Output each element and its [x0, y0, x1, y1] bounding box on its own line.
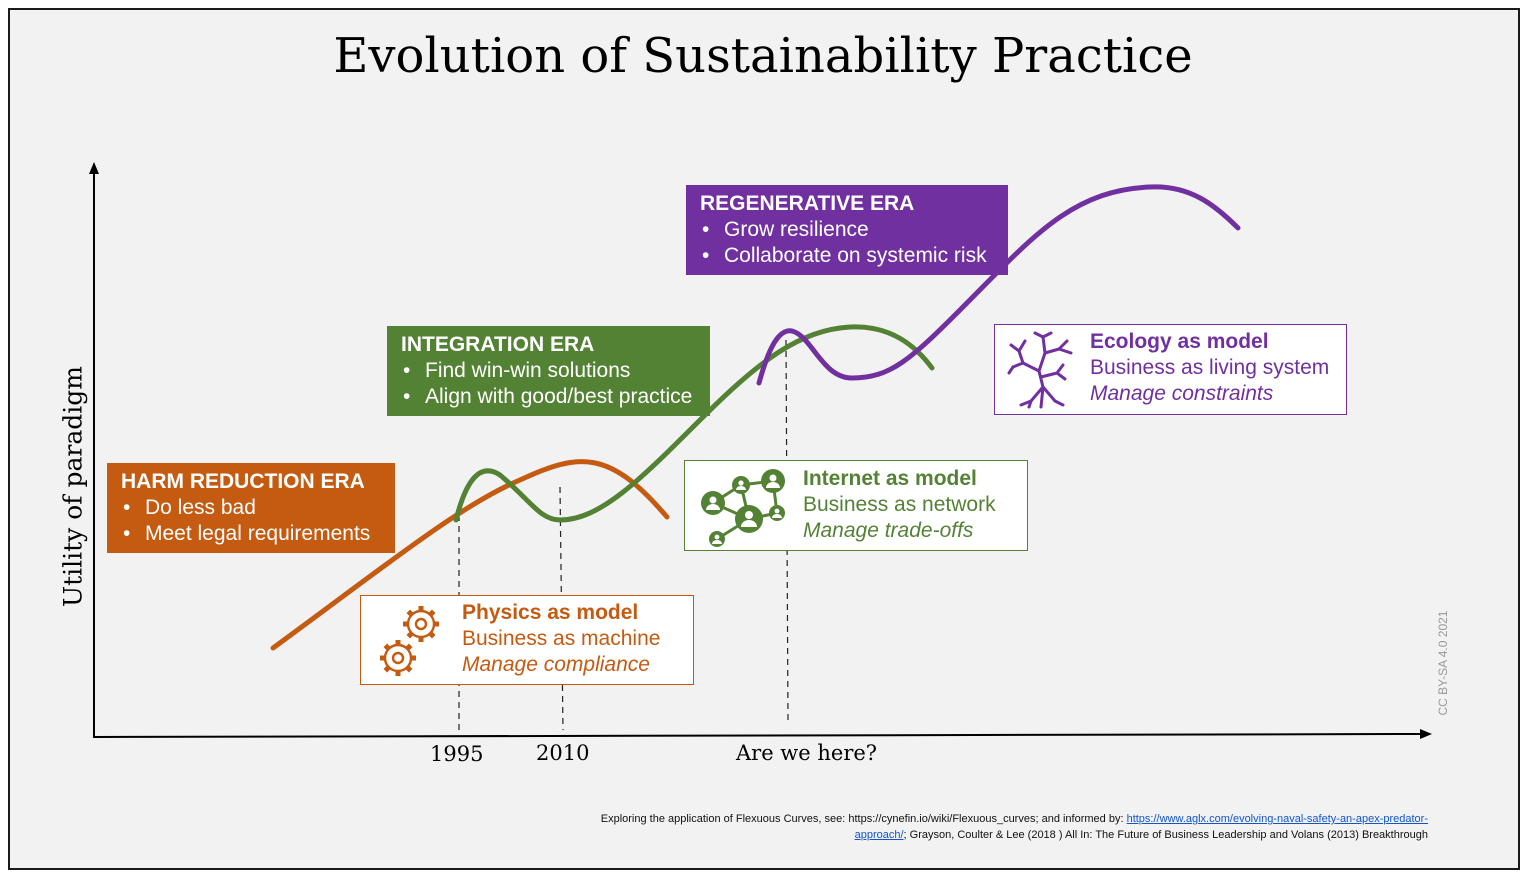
era-regenerative: REGENERATIVE ERA Grow resilience Collabo…	[686, 185, 1008, 275]
model-ecology: Ecology as model Business as living syst…	[994, 324, 1347, 415]
model-emphasis: Manage trade-offs	[803, 519, 974, 542]
footnote-text: Exploring the application of Flexuous Cu…	[600, 813, 1127, 825]
era-title: REGENERATIVE ERA	[700, 192, 915, 215]
integration-curve	[453, 324, 935, 523]
tree-icon	[1007, 331, 1073, 409]
model-subtitle: Business as network	[803, 493, 996, 516]
x-label-are-we-here: Are we here?	[736, 741, 878, 765]
footnote-link[interactable]: https://www.aglx.com/evolving-naval-safe…	[854, 813, 1428, 841]
x-label-1995: 1995	[430, 742, 484, 766]
license-label: CC BY-SA 4.0 2021	[1436, 610, 1450, 716]
era-harm-reduction: HARM REDUCTION ERA Do less bad Meet lega…	[107, 463, 395, 553]
era-bullet: Meet legal requirements	[121, 521, 381, 547]
network-icon	[701, 469, 785, 547]
model-title: Internet as model	[803, 467, 977, 490]
x-axis	[93, 733, 1423, 738]
footnote-text: ; Grayson, Coulter & Lee (2018 ) All In:…	[903, 829, 1428, 841]
era-bullet: Grow resilience	[700, 217, 994, 243]
era-integration: INTEGRATION ERA Find win-win solutions A…	[387, 326, 710, 416]
model-title: Ecology as model	[1090, 330, 1269, 353]
x-label-2010: 2010	[536, 741, 590, 765]
era-bullet: Find win-win solutions	[401, 358, 696, 384]
model-emphasis: Manage constraints	[1090, 382, 1274, 405]
slide-frame	[8, 8, 1520, 870]
model-physics: Physics as model Business as machine Man…	[360, 595, 694, 685]
model-subtitle: Business as living system	[1090, 356, 1330, 379]
era-bullet: Collaborate on systemic risk	[700, 243, 994, 269]
model-subtitle: Business as machine	[462, 627, 661, 650]
page-title: Evolution of Sustainability Practice	[333, 28, 1193, 84]
footnote: Exploring the application of Flexuous Cu…	[560, 811, 1428, 843]
era-bullet: Align with good/best practice	[401, 384, 696, 410]
era-bullet: Do less bad	[121, 495, 381, 521]
gears-icon	[380, 606, 439, 676]
regenerative-curve	[756, 184, 1241, 386]
model-title: Physics as model	[462, 601, 639, 624]
y-axis-label: Utility of paradigm	[58, 366, 88, 607]
x-axis-arrow	[1420, 729, 1432, 739]
model-internet: Internet as model Business as network Ma…	[684, 460, 1028, 551]
era-title: INTEGRATION ERA	[401, 333, 595, 356]
y-axis-arrow	[89, 162, 99, 174]
model-emphasis: Manage compliance	[462, 653, 650, 676]
era-title: HARM REDUCTION ERA	[121, 470, 365, 493]
